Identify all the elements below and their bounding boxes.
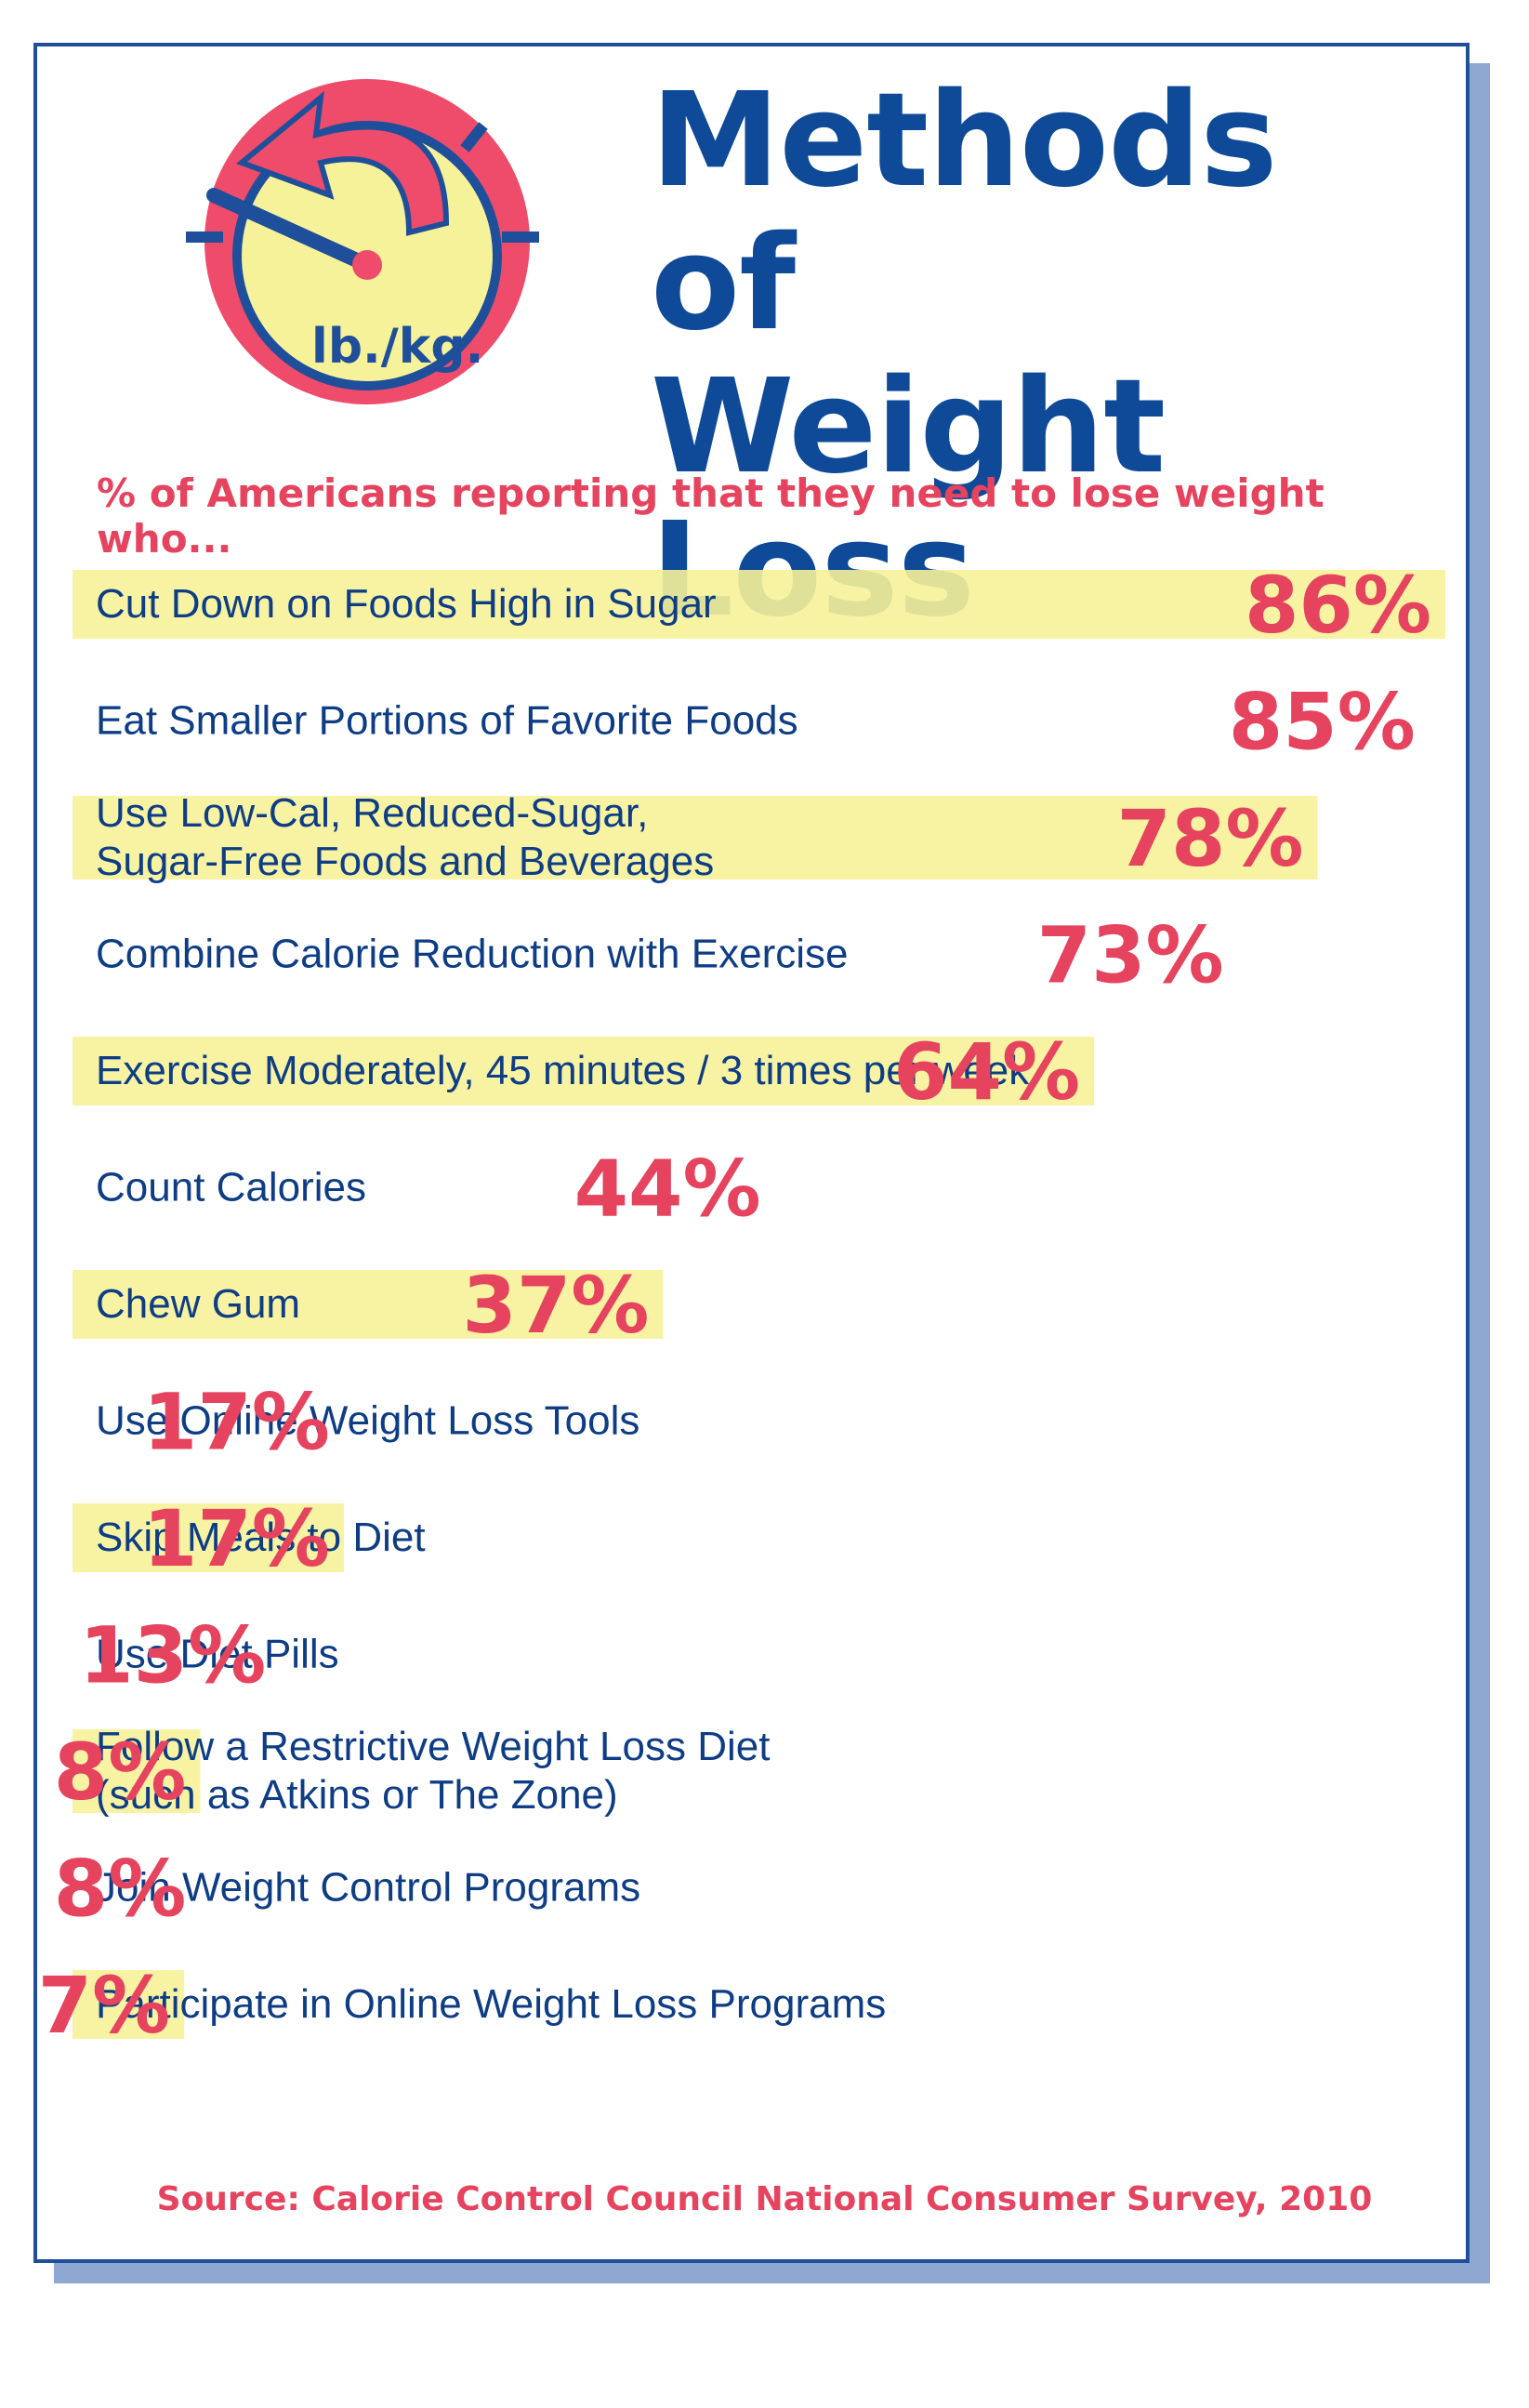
bar-value-label: 8%: [54, 1727, 187, 1818]
clock-needle: [206, 188, 375, 272]
clock-tick-upper-right: [460, 122, 488, 152]
bar-value-label: 86%: [1245, 560, 1431, 651]
bar-highlight: [72, 1270, 664, 1339]
bar-row: Chew Gum 37%: [72, 1260, 664, 1351]
bar-label: Follow a Restrictive Weight Loss Diet: [96, 1724, 770, 1769]
bar-highlight: [72, 796, 1318, 880]
bar-row: Eat Smaller Portions of Favorite Foods 85…: [96, 677, 1416, 768]
bar-label: Sugar-Free Foods and Beverages: [96, 839, 714, 884]
bar-highlight: [72, 1503, 344, 1572]
clock-arrow: [236, 90, 450, 236]
bar-label: Use Diet Pills: [96, 1632, 339, 1677]
bar-label: Chew Gum: [96, 1281, 300, 1327]
bar-highlight: [72, 1970, 185, 2039]
bar-label: Cut Down on Foods High in Sugar: [96, 581, 717, 627]
bar-row: Combine Calorie Reduction with Exercise 7…: [96, 910, 1224, 1001]
clock-label: lb./kg.: [311, 319, 483, 375]
bar-label: Combine Calorie Reduction with Exercise: [96, 932, 848, 977]
bar-value-label: 73%: [1037, 910, 1224, 1001]
source-note: Source: Calorie Control Council National…: [156, 2180, 1373, 2218]
bar-row: Participate in Online Weight Loss Progra…: [38, 1960, 887, 2051]
bar-label: Participate in Online Weight Loss Progra…: [96, 1981, 886, 2027]
bar-row: Exercise Moderately, 45 minutes / 3 time…: [72, 1026, 1095, 1118]
bar-row: Use Low-Cal, Reduced-Sugar,Sugar-Free Fo…: [72, 790, 1318, 884]
chart-subtitle: % of Americans reporting that they need …: [97, 470, 1325, 562]
title-line-1: Methods of: [651, 65, 1278, 360]
infographic-card: [33, 43, 1470, 2263]
bar-label: Count Calories: [96, 1165, 366, 1211]
bar-value-label: 78%: [1117, 793, 1304, 884]
scale-clock-icon: lb./kg.: [186, 79, 539, 404]
bar-label: Eat Smaller Portions of Favorite Foods: [96, 698, 798, 744]
bar-value-label: 85%: [1229, 677, 1416, 768]
bar-label: Exercise Moderately, 45 minutes / 3 time…: [96, 1048, 1030, 1093]
bar-value-label: 64%: [893, 1026, 1080, 1118]
bar-value-label: 44%: [574, 1144, 761, 1235]
bar-value-label: 37%: [462, 1260, 649, 1351]
bar-value-label: 13%: [79, 1610, 266, 1701]
bar-value-label: 17%: [143, 1377, 330, 1468]
bar-highlight: [72, 1729, 201, 1813]
bar-highlight: [72, 1037, 1095, 1105]
bar-row: Follow a Restrictive Weight Loss Diet(su…: [54, 1724, 771, 1818]
bar-label: (such as Atkins or The Zone): [96, 1772, 618, 1818]
bar-highlight: [72, 570, 1445, 639]
bar-label: Use Online Weight Loss Tools: [96, 1398, 639, 1444]
bar-value-label: 8%: [54, 1844, 187, 1935]
bar-value-label: 17%: [143, 1493, 330, 1584]
bar-row: Count Calories 44%: [96, 1144, 761, 1235]
bar-value-label: 7%: [38, 1960, 171, 2051]
clock-center: [352, 250, 382, 280]
bar-row: Cut Down on Foods High in Sugar 86%: [72, 560, 1445, 651]
bar-label: Skip Meals to Diet: [96, 1515, 426, 1560]
bar-label: Use Low-Cal, Reduced-Sugar,: [96, 790, 648, 836]
bar-label: Join Weight Control Programs: [96, 1865, 640, 1911]
